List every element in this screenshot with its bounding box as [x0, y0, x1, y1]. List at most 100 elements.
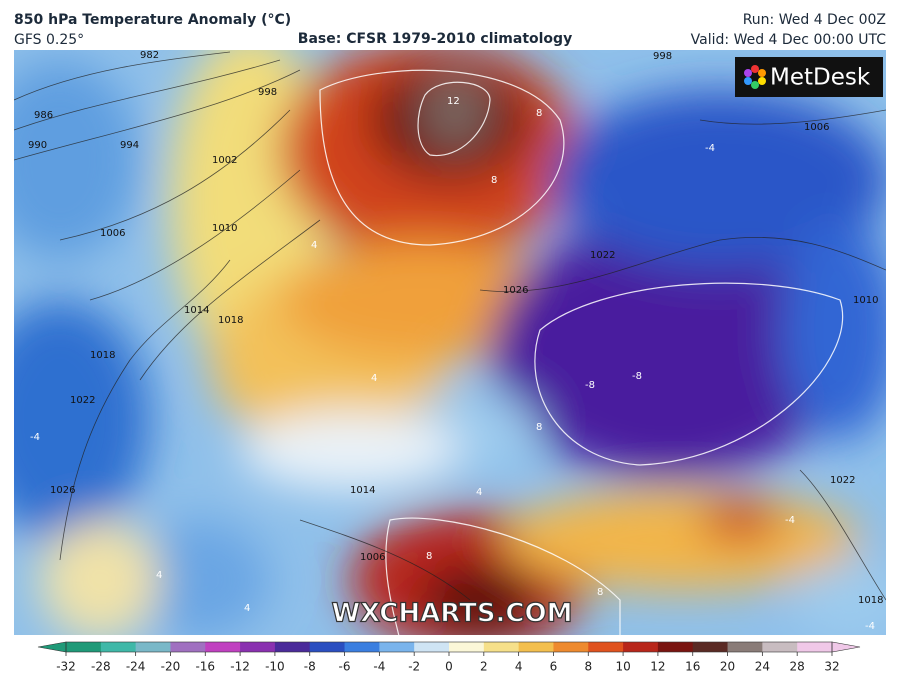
colorbar-segment — [727, 642, 763, 652]
colorbar-tick-label: 16 — [685, 660, 700, 674]
colorbar-tick-label: 8 — [584, 660, 592, 674]
pressure-label: 998 — [258, 87, 277, 98]
pressure-label: 1002 — [212, 155, 237, 166]
map — [14, 50, 886, 635]
colorbar-tick-label: 2 — [480, 660, 488, 674]
colorbar-tick-label: 20 — [720, 660, 735, 674]
colorbar-segment — [762, 642, 798, 652]
anomaly-label: 4 — [476, 487, 482, 498]
colorbar-segment — [344, 642, 380, 652]
colorbar-segment — [205, 642, 241, 652]
pressure-label: 1022 — [590, 250, 615, 261]
anomaly-label: 8 — [597, 587, 603, 598]
colorbar-tick-label: -20 — [161, 660, 181, 674]
model: GFS 0.25° — [14, 32, 84, 48]
pressure-label: 1022 — [830, 475, 855, 486]
colorbar-segment — [414, 642, 450, 652]
logo: MetDesk — [735, 57, 883, 97]
pressure-label: 1014 — [350, 485, 375, 496]
pressure-label: 1026 — [50, 485, 75, 496]
anomaly-label: 8 — [536, 422, 542, 433]
colorbar-tick-label: -6 — [339, 660, 351, 674]
logo-box — [735, 57, 883, 97]
colorbar-segment — [553, 642, 589, 652]
anomaly-label: 8 — [426, 551, 432, 562]
anomaly-label: 4 — [371, 373, 377, 384]
colorbar-segment — [483, 642, 520, 652]
colorbar-tick-label: 6 — [550, 660, 558, 674]
pressure-labels: 982 986 990 994 998 1002 1006 1010 1014 … — [28, 50, 883, 606]
colorbar-tick-label: -16 — [195, 660, 215, 674]
pressure-label: 1022 — [70, 395, 95, 406]
pressure-label: 990 — [28, 140, 47, 151]
anomaly-label: 4 — [311, 240, 317, 251]
colorbar-tick-label: -8 — [304, 660, 316, 674]
pressure-label: 1018 — [858, 595, 883, 606]
anomaly-label: 4 — [244, 603, 250, 614]
anomaly-label: -4 — [865, 621, 875, 632]
pressure-label: 1018 — [218, 315, 243, 326]
base: Base: CFSR 1979-2010 climatology — [298, 31, 572, 47]
anomaly-label: -4 — [785, 515, 795, 526]
colorbar: -32 -28 -24 -20 -16 -12 -10 -8 -6 -4 -2 0 2 4 6 8 10 12 16… — [37, 641, 861, 674]
colorbar-end — [37, 641, 67, 653]
watermark: WXCHARTS.COM — [331, 599, 572, 629]
colorbar-segment — [170, 642, 206, 652]
colorbar-tick-label: 12 — [650, 660, 665, 674]
colorbar-segment — [588, 642, 624, 652]
colorbar-tick-label: -2 — [408, 660, 420, 674]
colorbar-segment — [692, 642, 729, 652]
colorbar-tick-label: 24 — [755, 660, 770, 674]
pressure-label: 998 — [653, 51, 672, 62]
pressure-label: 986 — [34, 110, 53, 121]
pressure-label: 1010 — [212, 223, 237, 234]
pressure-label: 1006 — [360, 552, 385, 563]
colorbar-tick-label: -12 — [230, 660, 250, 674]
colorbar-segment — [449, 642, 485, 652]
colorbar-segment — [797, 642, 833, 652]
colorbar-segment — [240, 642, 276, 652]
colorbar-tick-label: 28 — [790, 660, 805, 674]
colorbar-segment — [135, 642, 171, 652]
anomaly-label: -4 — [705, 143, 715, 154]
colorbar-tick-label: -32 — [56, 660, 76, 674]
colorbar-segment — [100, 642, 137, 652]
logo-icon — [744, 65, 766, 89]
colorbar-tick-label: 4 — [515, 660, 523, 674]
colorbar-tick-label: -10 — [265, 660, 285, 674]
colorbar-segment — [518, 642, 554, 652]
logo-text: MetDesk — [770, 65, 871, 91]
colorbar-segment — [66, 642, 102, 652]
pressure-label: 1026 — [503, 285, 528, 296]
colorbar-tick-label: -28 — [91, 660, 111, 674]
colorbar-tick-label: 32 — [824, 660, 839, 674]
colorbar-segment — [379, 642, 415, 652]
anomaly-label: 8 — [536, 108, 542, 119]
pressure-label: 994 — [120, 140, 139, 151]
anomaly-label: 4 — [156, 570, 162, 581]
pressure-label: 1010 — [853, 295, 878, 306]
pressure-label: 1018 — [90, 350, 115, 361]
colorbar-segment — [623, 642, 659, 652]
colorbar-tick-label: 0 — [445, 660, 453, 674]
colorbar-segment — [274, 642, 311, 652]
colorbar-tick-label: -24 — [126, 660, 146, 674]
pressure-label: 982 — [140, 50, 159, 61]
anomaly-label: -8 — [585, 380, 595, 391]
anomaly-label: -8 — [632, 371, 642, 382]
pressure-label: 1006 — [100, 228, 125, 239]
pressure-label: 1014 — [184, 305, 209, 316]
colorbar-segment — [657, 642, 694, 652]
pressure-label: 1006 — [804, 122, 829, 133]
anomaly-label: 8 — [491, 175, 497, 186]
title: 850 hPa Temperature Anomaly (°C) — [14, 12, 291, 28]
anomaly-labels: 12 8 8 4 -4 -8 -8 8 4 -4 -4 8 8 -4 4 4 4 — [30, 96, 875, 632]
run: Run: Wed 4 Dec 00Z — [743, 12, 886, 28]
anomaly-label: -4 — [30, 432, 40, 443]
colorbar-end — [831, 641, 861, 653]
colorbar-tick-label: 10 — [615, 660, 630, 674]
valid: Valid: Wed 4 Dec 00:00 UTC — [691, 32, 887, 48]
colorbar-tick-label: -4 — [373, 660, 385, 674]
colorbar-segment — [309, 642, 346, 652]
